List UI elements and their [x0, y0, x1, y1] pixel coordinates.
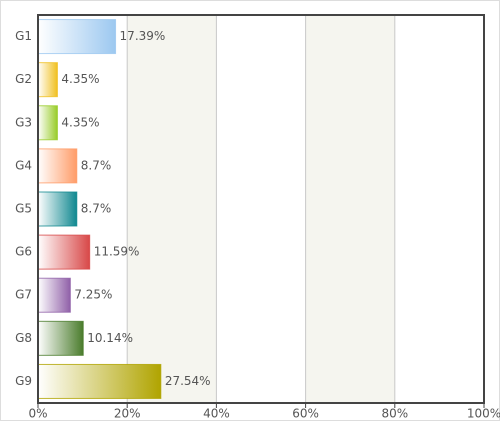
- plot-band: [305, 15, 395, 403]
- value-label: 17.39%: [120, 29, 166, 43]
- value-label: 11.59%: [94, 245, 140, 259]
- bar: [37, 191, 78, 227]
- value-label: 10.14%: [87, 331, 133, 345]
- bar: [37, 234, 91, 270]
- value-label: 8.7%: [81, 202, 112, 216]
- x-tick-label: 60%: [292, 407, 319, 421]
- y-tick-label: G2: [15, 72, 32, 86]
- value-label: 4.35%: [61, 115, 99, 129]
- x-tick-label: 80%: [381, 407, 408, 421]
- bar: [37, 148, 78, 184]
- value-label: 4.35%: [61, 72, 99, 86]
- value-label: 7.25%: [74, 288, 112, 302]
- bar: [37, 105, 58, 141]
- bar: [37, 320, 84, 356]
- y-tick-label: G6: [15, 245, 32, 259]
- x-tick-label: 0%: [28, 407, 47, 421]
- y-tick-label: G9: [15, 374, 32, 388]
- y-tick-label: G1: [15, 29, 32, 43]
- plot-band: [127, 15, 217, 403]
- y-tick-label: G7: [15, 288, 32, 302]
- x-tick-label: 20%: [114, 407, 141, 421]
- y-tick-label: G4: [15, 158, 32, 172]
- x-tick-label: 100%: [467, 407, 500, 421]
- x-tick-label: 40%: [203, 407, 230, 421]
- plot-frame: [37, 14, 485, 404]
- value-label: 8.7%: [81, 158, 112, 172]
- y-tick-label: G3: [15, 115, 32, 129]
- value-label: 27.54%: [165, 374, 211, 388]
- bar: [37, 363, 162, 399]
- bar: [37, 62, 58, 98]
- y-tick-label: G5: [15, 202, 32, 216]
- y-tick-label: G8: [15, 331, 32, 345]
- bar: [37, 19, 117, 55]
- bar: [37, 277, 71, 313]
